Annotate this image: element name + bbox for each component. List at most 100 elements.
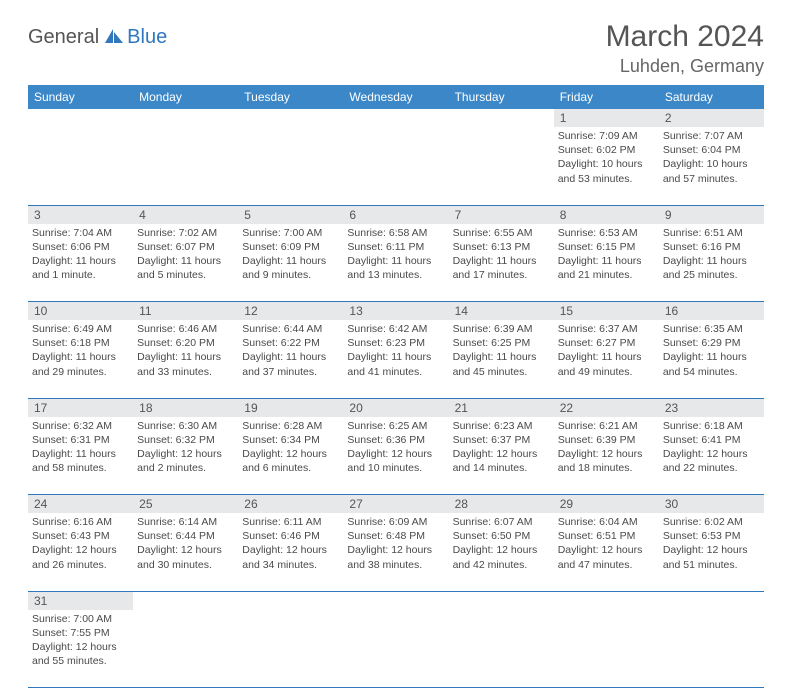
day-info-line: and 17 minutes.	[453, 268, 550, 282]
day-number: 15	[554, 302, 659, 321]
day-cell: Sunrise: 6:14 AMSunset: 6:44 PMDaylight:…	[133, 513, 238, 591]
weekday-header-row: Sunday Monday Tuesday Wednesday Thursday…	[28, 85, 764, 109]
day-info-line: Daylight: 10 hours	[558, 157, 655, 171]
day-info-line: Sunset: 6:37 PM	[453, 433, 550, 447]
day-info-line: Sunrise: 7:00 AM	[32, 612, 129, 626]
day-info-line: Daylight: 12 hours	[558, 543, 655, 557]
day-info-line: Daylight: 12 hours	[347, 543, 444, 557]
day-info-line: Sunset: 6:34 PM	[242, 433, 339, 447]
day-info-line: Sunset: 6:18 PM	[32, 336, 129, 350]
title-block: March 2024 Luhden, Germany	[606, 20, 764, 77]
day-info-line: Daylight: 11 hours	[137, 254, 234, 268]
day-number: 7	[449, 205, 554, 224]
day-info-line: Sunset: 6:22 PM	[242, 336, 339, 350]
day-cell	[238, 610, 343, 688]
day-info-line: Sunrise: 6:46 AM	[137, 322, 234, 336]
day-cell: Sunrise: 6:35 AMSunset: 6:29 PMDaylight:…	[659, 320, 764, 398]
day-number-row: 31	[28, 591, 764, 610]
day-number: 25	[133, 495, 238, 514]
day-info-line: and 55 minutes.	[32, 654, 129, 668]
day-info-line: and 42 minutes.	[453, 558, 550, 572]
day-info-line: Sunrise: 6:02 AM	[663, 515, 760, 529]
day-number: 18	[133, 398, 238, 417]
day-cell: Sunrise: 6:39 AMSunset: 6:25 PMDaylight:…	[449, 320, 554, 398]
day-info-line: Sunrise: 6:42 AM	[347, 322, 444, 336]
weekday-header: Saturday	[659, 85, 764, 109]
day-info-line: Sunrise: 6:39 AM	[453, 322, 550, 336]
day-number: 16	[659, 302, 764, 321]
calendar-table: Sunday Monday Tuesday Wednesday Thursday…	[28, 85, 764, 688]
day-info-line: Daylight: 11 hours	[32, 447, 129, 461]
day-number	[133, 591, 238, 610]
day-cell: Sunrise: 6:25 AMSunset: 6:36 PMDaylight:…	[343, 417, 448, 495]
day-info-line: Daylight: 12 hours	[32, 640, 129, 654]
day-info-line: Sunrise: 6:23 AM	[453, 419, 550, 433]
day-number: 4	[133, 205, 238, 224]
day-info-line: Daylight: 11 hours	[137, 350, 234, 364]
weekday-header: Friday	[554, 85, 659, 109]
day-cell	[449, 610, 554, 688]
day-info-line: Sunset: 6:50 PM	[453, 529, 550, 543]
day-content-row: Sunrise: 6:16 AMSunset: 6:43 PMDaylight:…	[28, 513, 764, 591]
day-cell	[659, 610, 764, 688]
day-info-line: Sunset: 6:53 PM	[663, 529, 760, 543]
day-info-line: Sunset: 6:13 PM	[453, 240, 550, 254]
day-info-line: Sunrise: 6:58 AM	[347, 226, 444, 240]
day-info-line: Daylight: 12 hours	[663, 447, 760, 461]
day-info-line: Sunset: 6:20 PM	[137, 336, 234, 350]
day-info-line: Sunrise: 7:02 AM	[137, 226, 234, 240]
day-cell: Sunrise: 7:02 AMSunset: 6:07 PMDaylight:…	[133, 224, 238, 302]
logo: General Blue	[28, 26, 167, 49]
day-info-line: and 49 minutes.	[558, 365, 655, 379]
day-info-line: Sunset: 6:09 PM	[242, 240, 339, 254]
day-cell: Sunrise: 6:58 AMSunset: 6:11 PMDaylight:…	[343, 224, 448, 302]
day-info-line: and 13 minutes.	[347, 268, 444, 282]
day-info-line: Daylight: 12 hours	[558, 447, 655, 461]
day-cell: Sunrise: 7:07 AMSunset: 6:04 PMDaylight:…	[659, 127, 764, 205]
day-cell: Sunrise: 6:28 AMSunset: 6:34 PMDaylight:…	[238, 417, 343, 495]
day-info-line: Sunrise: 6:07 AM	[453, 515, 550, 529]
day-info-line: Sunrise: 6:14 AM	[137, 515, 234, 529]
day-cell: Sunrise: 6:02 AMSunset: 6:53 PMDaylight:…	[659, 513, 764, 591]
day-info-line: Sunrise: 7:00 AM	[242, 226, 339, 240]
day-number: 21	[449, 398, 554, 417]
day-cell: Sunrise: 6:04 AMSunset: 6:51 PMDaylight:…	[554, 513, 659, 591]
header: General Blue March 2024 Luhden, Germany	[28, 20, 764, 77]
day-number: 29	[554, 495, 659, 514]
day-info-line: and 26 minutes.	[32, 558, 129, 572]
sail-icon	[103, 27, 125, 48]
day-cell	[238, 127, 343, 205]
day-info-line: Sunrise: 7:07 AM	[663, 129, 760, 143]
day-info-line: Daylight: 11 hours	[663, 350, 760, 364]
day-info-line: and 22 minutes.	[663, 461, 760, 475]
day-number	[659, 591, 764, 610]
day-cell: Sunrise: 7:04 AMSunset: 6:06 PMDaylight:…	[28, 224, 133, 302]
day-info-line: Sunrise: 6:16 AM	[32, 515, 129, 529]
day-number: 23	[659, 398, 764, 417]
day-number: 6	[343, 205, 448, 224]
weekday-header: Sunday	[28, 85, 133, 109]
day-info-line: and 6 minutes.	[242, 461, 339, 475]
day-info-line: Sunrise: 6:11 AM	[242, 515, 339, 529]
day-cell: Sunrise: 6:32 AMSunset: 6:31 PMDaylight:…	[28, 417, 133, 495]
day-info-line: Daylight: 11 hours	[32, 254, 129, 268]
day-info-line: Sunrise: 6:25 AM	[347, 419, 444, 433]
day-info-line: Sunrise: 6:18 AM	[663, 419, 760, 433]
day-content-row: Sunrise: 7:00 AMSunset: 7:55 PMDaylight:…	[28, 610, 764, 688]
day-number: 14	[449, 302, 554, 321]
day-content-row: Sunrise: 6:32 AMSunset: 6:31 PMDaylight:…	[28, 417, 764, 495]
day-info-line: Sunrise: 6:28 AM	[242, 419, 339, 433]
day-number: 30	[659, 495, 764, 514]
day-number	[343, 591, 448, 610]
day-info-line: Sunrise: 6:09 AM	[347, 515, 444, 529]
day-info-line: and 14 minutes.	[453, 461, 550, 475]
weekday-header: Wednesday	[343, 85, 448, 109]
day-cell: Sunrise: 6:07 AMSunset: 6:50 PMDaylight:…	[449, 513, 554, 591]
day-info-line: Sunset: 6:25 PM	[453, 336, 550, 350]
calendar-body: 12Sunrise: 7:09 AMSunset: 6:02 PMDayligh…	[28, 109, 764, 688]
day-number: 24	[28, 495, 133, 514]
logo-text-blue: Blue	[127, 26, 167, 49]
day-cell: Sunrise: 6:51 AMSunset: 6:16 PMDaylight:…	[659, 224, 764, 302]
day-number: 2	[659, 109, 764, 127]
day-cell: Sunrise: 6:18 AMSunset: 6:41 PMDaylight:…	[659, 417, 764, 495]
